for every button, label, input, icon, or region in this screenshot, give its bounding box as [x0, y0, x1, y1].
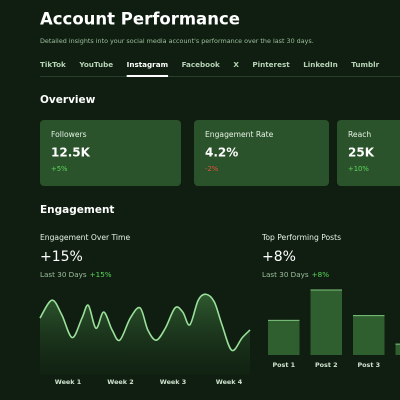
stat-value: 4.2% [205, 146, 238, 160]
metric-change: +8% [312, 270, 330, 279]
tab[interactable]: Tumblr [351, 60, 379, 69]
area [40, 294, 250, 375]
stat-delta: +10% [348, 165, 369, 173]
tab[interactable]: LinkedIn [303, 60, 338, 69]
x-tick-label: Week 3 [160, 378, 186, 386]
stat-value: 12.5K [51, 146, 91, 160]
bar [395, 343, 400, 355]
bar [268, 319, 300, 355]
stat-card [40, 120, 181, 186]
section-title: Overview [40, 94, 96, 106]
x-tick-label: Post 1 [272, 361, 295, 369]
tab[interactable]: YouTube [78, 60, 113, 69]
x-tick-label: Post 2 [315, 361, 338, 369]
page-subtitle: Detailed insights into your social media… [40, 37, 314, 45]
tab[interactable]: X [233, 60, 239, 69]
tab[interactable]: Instagram [127, 60, 168, 69]
bar [353, 315, 385, 355]
stat-delta: +5% [51, 165, 68, 173]
chart-title: Top Performing Posts [261, 233, 341, 242]
metric-period: Last 30 Days [262, 270, 309, 279]
stat-card [194, 120, 329, 186]
stat-label: Followers [51, 130, 87, 139]
tab-underline [126, 75, 169, 77]
x-tick-label: Week 1 [55, 378, 81, 386]
stat-label: Engagement Rate [205, 130, 274, 139]
x-tick-label: Week 2 [107, 378, 133, 386]
tab[interactable]: Pinterest [252, 60, 290, 69]
metric-change: +15% [90, 270, 112, 279]
bar [310, 289, 342, 355]
section-title: Engagement [40, 204, 114, 216]
metric-value: +8% [262, 249, 296, 265]
page-title: Account Performance [40, 10, 240, 29]
line [39, 293, 251, 352]
metric-period: Last 30 Days [40, 270, 87, 279]
x-tick-label: Week 4 [216, 378, 243, 386]
stat-delta: -2% [205, 165, 219, 173]
x-tick-label: Post 3 [357, 361, 380, 369]
tab[interactable]: TikTok [40, 60, 66, 69]
stat-label: Reach [348, 130, 371, 139]
stat-card [337, 120, 400, 186]
tab[interactable]: Facebook [182, 60, 220, 69]
chart-title: Engagement Over Time [40, 233, 130, 242]
stat-value: 25K [348, 146, 375, 160]
metric-value: +15% [40, 249, 83, 265]
